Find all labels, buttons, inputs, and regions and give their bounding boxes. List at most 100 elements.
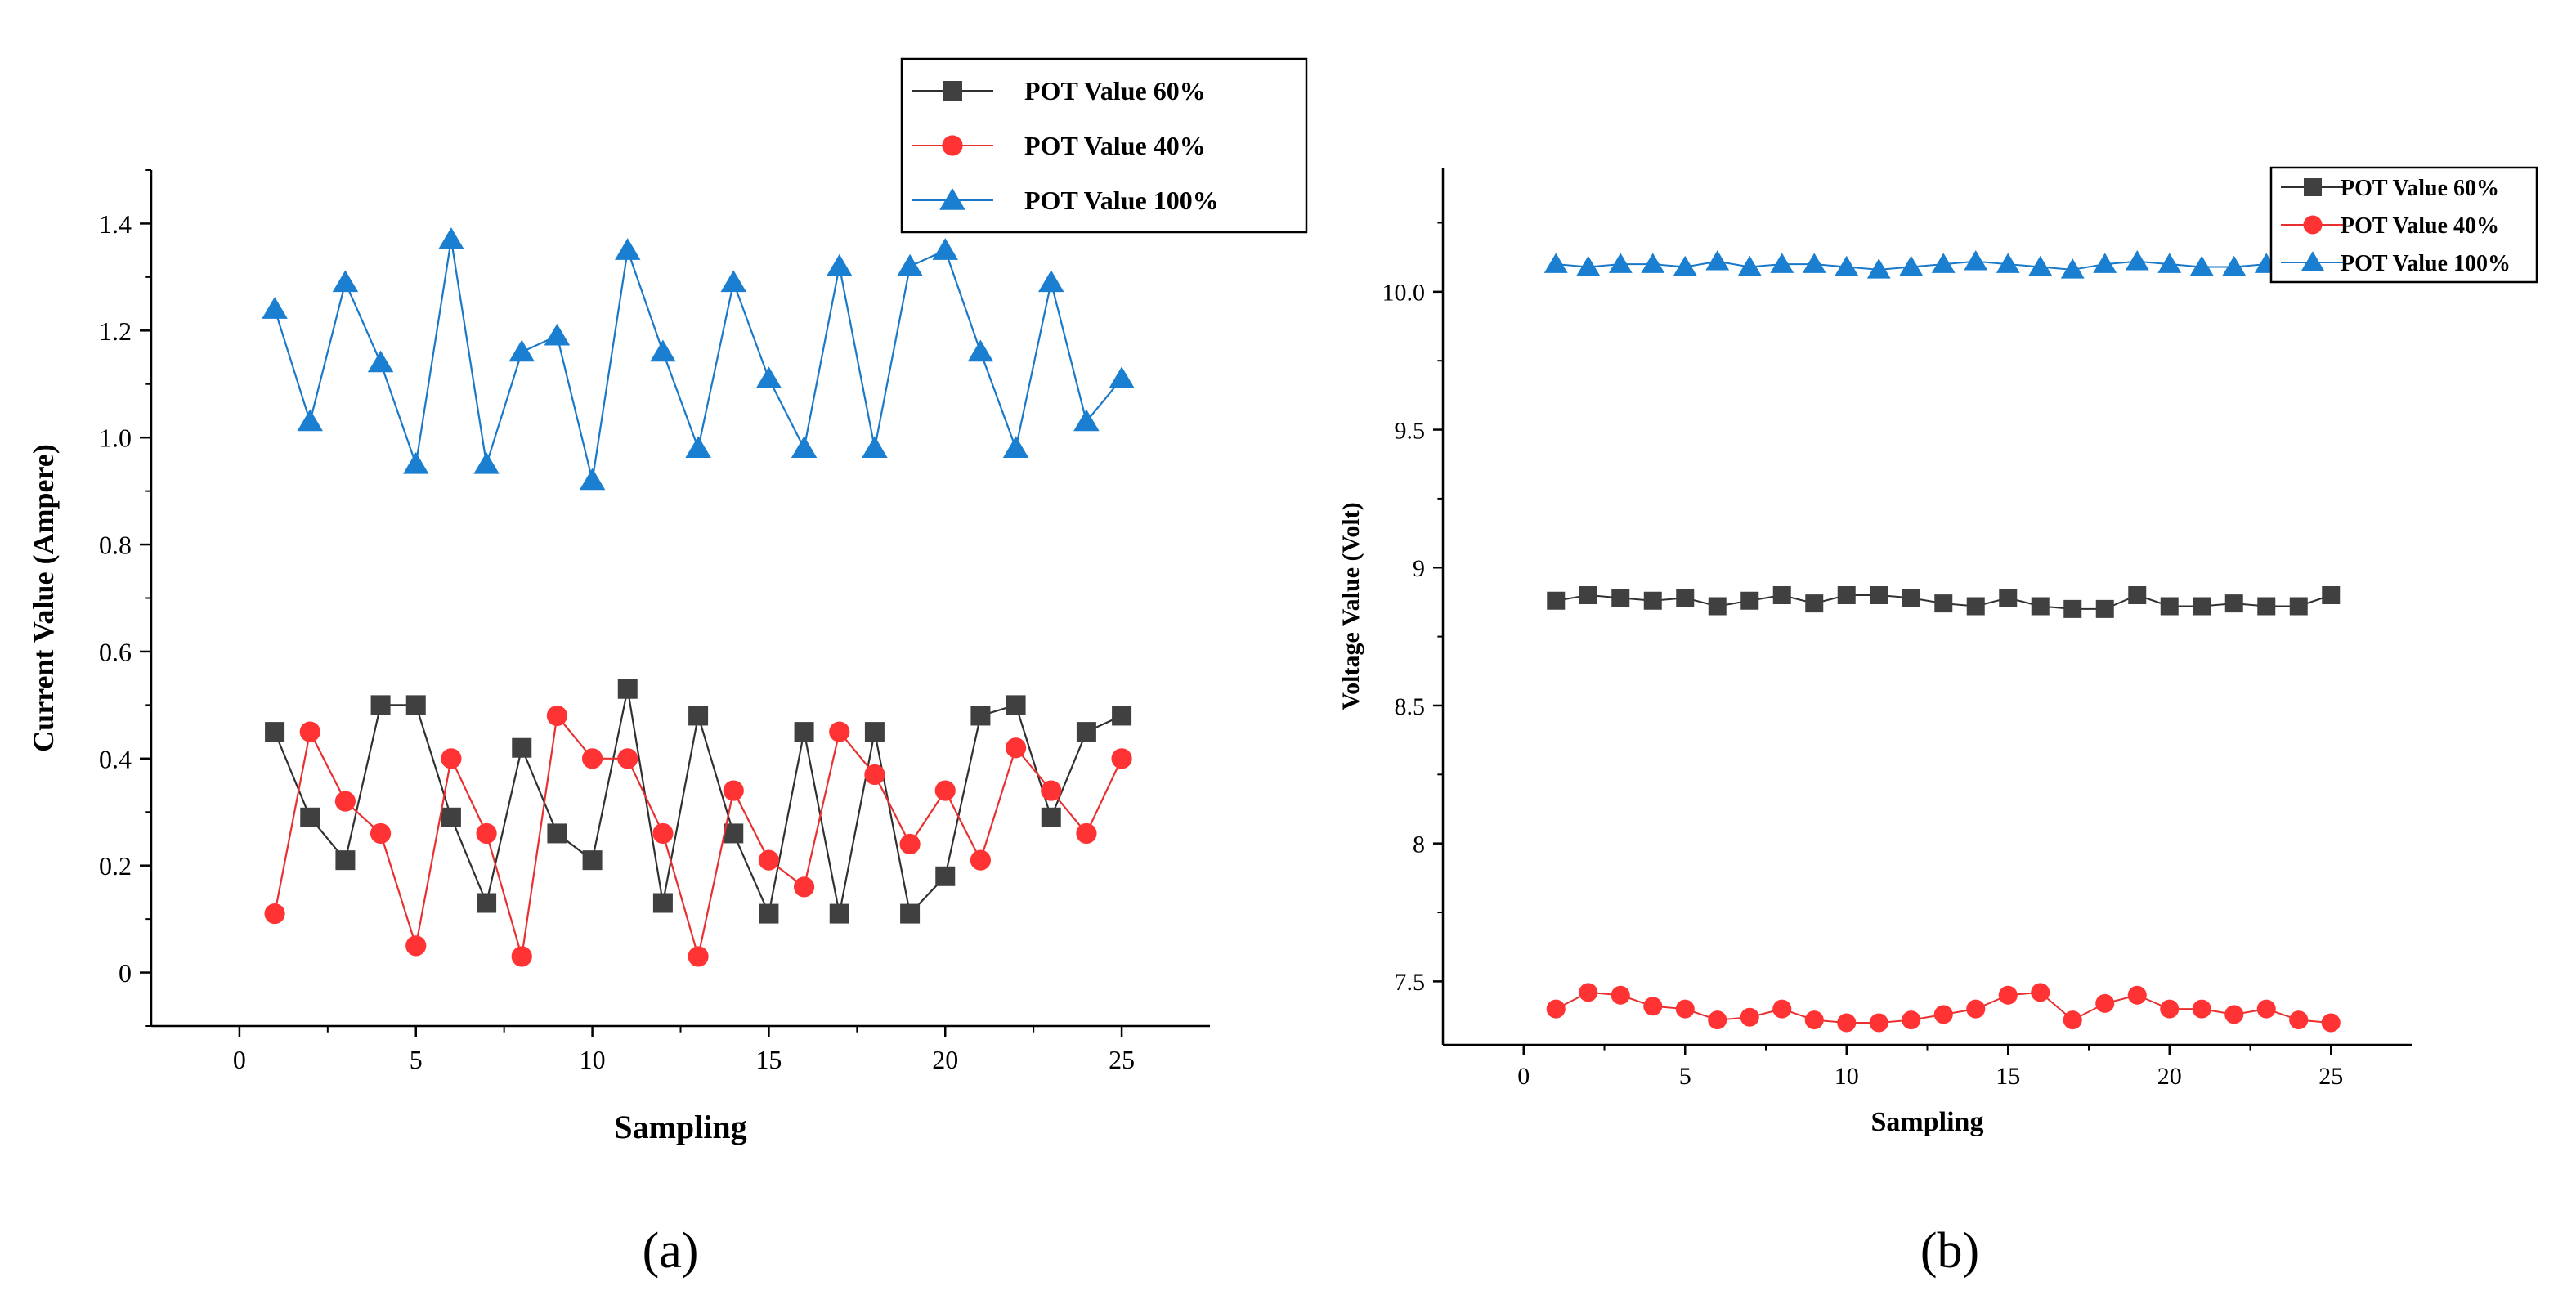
data-point-60 — [1579, 586, 1597, 605]
x-tick-label: 15 — [1996, 1063, 2020, 1090]
data-point-60 — [335, 850, 356, 871]
data-point-100 — [1705, 249, 1730, 271]
legend-label-60: POT Value 60% — [1024, 76, 1206, 105]
x-tick-label: 10 — [1835, 1063, 1859, 1090]
data-point-100 — [1608, 253, 1633, 273]
data-point-40 — [793, 876, 815, 898]
data-point-60 — [1547, 591, 1566, 610]
data-point-60 — [829, 903, 849, 924]
data-point-100 — [332, 270, 359, 293]
data-point-40 — [2127, 985, 2147, 1005]
figure-label-a: (a) — [643, 1223, 699, 1279]
data-point-60 — [1966, 597, 1985, 616]
data-point-100 — [2028, 255, 2053, 276]
data-point-100 — [403, 451, 429, 474]
data-point-40 — [334, 791, 356, 812]
data-point-40 — [2224, 1005, 2244, 1024]
legend-label-40: POT Value 40% — [2341, 213, 2499, 239]
x-tick-label: 25 — [2318, 1063, 2343, 1090]
legend-marker-60 — [2304, 178, 2322, 196]
x-tick-label: 15 — [755, 1045, 782, 1074]
data-point-100 — [1002, 436, 1029, 458]
data-point-40 — [864, 764, 885, 786]
data-point-40 — [617, 748, 638, 769]
data-point-60 — [1708, 597, 1727, 616]
data-point-100 — [2189, 255, 2214, 276]
data-point-100 — [1964, 249, 1988, 271]
data-point-40 — [2095, 993, 2115, 1013]
data-point-100 — [897, 253, 923, 276]
chart-panel-a: 0 5 10 15 20 25 0 0.2 0.4 0.6 0.8 1.0 1.2 1.4 Sampling… — [27, 57, 1308, 1145]
data-point-100 — [1576, 255, 1601, 276]
data-point-40 — [264, 903, 285, 925]
data-point-40 — [1740, 1007, 1759, 1027]
data-point-60 — [652, 893, 673, 913]
data-point-40 — [511, 946, 532, 967]
data-point-40 — [405, 935, 427, 957]
data-point-100 — [615, 238, 641, 260]
data-point-40 — [1837, 1013, 1857, 1033]
y-tick-label: 8 — [1413, 831, 1425, 858]
data-point-40 — [1966, 999, 1986, 1019]
x-tick-label: 5 — [410, 1045, 423, 1074]
x-tick-label: 20 — [932, 1045, 958, 1074]
data-point-40 — [1708, 1010, 1727, 1030]
data-point-100 — [2222, 255, 2247, 276]
data-point-40 — [581, 748, 603, 769]
data-point-60 — [582, 850, 603, 871]
data-point-60 — [2063, 599, 2082, 618]
data-point-100 — [262, 297, 288, 319]
legend-marker-100 — [939, 188, 965, 210]
data-point-100 — [1073, 409, 1100, 432]
x-tick-label: 5 — [1679, 1063, 1691, 1090]
y-tick-label: 0 — [119, 958, 132, 988]
data-point-60 — [2289, 597, 2308, 616]
data-point-60 — [935, 866, 956, 886]
data-point-40 — [1772, 999, 1792, 1019]
data-point-40 — [299, 721, 320, 742]
data-point-40 — [1041, 780, 1062, 801]
series-line-40 — [274, 713, 1123, 957]
data-point-40 — [1005, 737, 1027, 759]
legend-label-40: POT Value 40% — [1024, 131, 1206, 160]
y-tick-label: 9 — [1413, 555, 1425, 582]
data-point-100 — [1737, 255, 1762, 276]
data-point-60 — [405, 695, 426, 715]
data-point-100 — [367, 350, 394, 373]
data-point-40 — [2063, 1010, 2082, 1030]
legend-marker-40 — [942, 135, 963, 156]
legend-marker-40 — [2303, 215, 2323, 235]
data-point-60 — [2128, 586, 2147, 605]
data-point-60 — [1740, 591, 1759, 610]
data-point-60 — [2193, 597, 2211, 616]
data-point-100 — [1866, 258, 1891, 279]
data-point-40 — [1111, 748, 1132, 769]
y-axis-label: Voltage Value (Volt) — [1337, 502, 1364, 710]
y-tick-label: 1.2 — [99, 316, 132, 346]
data-point-100 — [1802, 253, 1826, 273]
y-tick-label: 1.4 — [99, 209, 132, 239]
data-point-60 — [547, 823, 567, 844]
data-point-60 — [1643, 591, 1662, 610]
legend-marker-60 — [943, 81, 962, 101]
data-point-40 — [1611, 985, 1630, 1005]
data-point-40 — [2256, 999, 2276, 1019]
data-point-60 — [512, 737, 532, 758]
data-point-60 — [1112, 706, 1132, 726]
data-point-100 — [967, 339, 994, 362]
data-point-40 — [1804, 1010, 1824, 1030]
legend-marker-100 — [2300, 251, 2325, 271]
data-point-40 — [723, 780, 744, 801]
data-point-40 — [652, 822, 674, 845]
x-axis-label: Sampling — [1871, 1107, 1984, 1137]
y-tick-label: 0.8 — [99, 531, 132, 560]
data-point-100 — [1673, 255, 1697, 276]
data-point-40 — [1902, 1010, 1921, 1030]
y-tick-label: 10.0 — [1382, 280, 1426, 307]
y-tick-label: 7.5 — [1395, 969, 1426, 996]
data-point-60 — [2031, 597, 2050, 616]
data-point-100 — [1109, 366, 1135, 388]
data-point-40 — [1869, 1013, 1888, 1033]
data-point-60 — [1805, 594, 1824, 613]
data-point-40 — [2160, 999, 2180, 1019]
